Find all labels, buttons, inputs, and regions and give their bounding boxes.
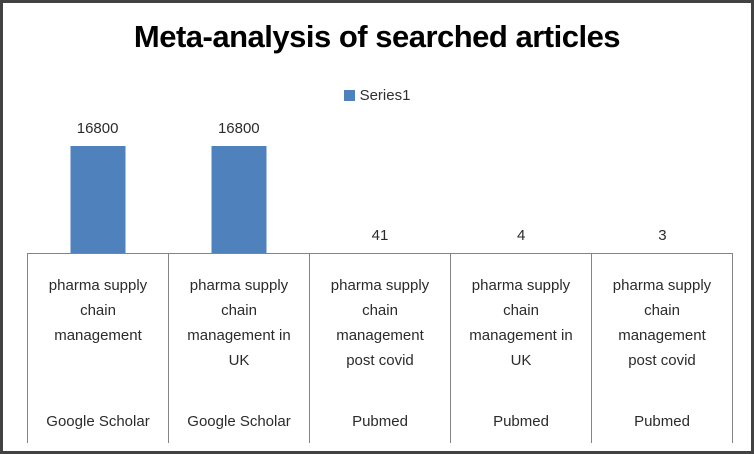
legend-label: Series1 — [359, 87, 411, 104]
legend: Series1 — [3, 87, 751, 104]
category-cell: pharma supply chain management Google Sch… — [27, 254, 168, 443]
category-axis-table: pharma supply chain management Google Sch… — [27, 253, 733, 443]
legend-marker-icon — [343, 90, 355, 101]
plot-column: 16800 — [27, 111, 168, 253]
bar-value-label: 16800 — [217, 120, 260, 137]
category-term: pharma supply chain management — [48, 277, 148, 344]
category-cell: pharma supply chain management in UK Goog… — [168, 254, 309, 443]
bar-value-label: 4 — [517, 227, 526, 244]
plot-column: 16800 — [168, 111, 309, 253]
category-cell: pharma supply chain management post covi… — [591, 254, 733, 443]
bar-value-label: 3 — [658, 227, 667, 244]
category-source: Pubmed — [493, 413, 549, 430]
category-term: pharma supply chain management in UK — [187, 277, 291, 369]
bar — [70, 146, 126, 253]
category-cell: pharma supply chain management post covi… — [309, 254, 450, 443]
bar — [211, 146, 267, 253]
category-source: Google Scholar — [46, 413, 150, 430]
chart-title: Meta-analysis of searched articles — [133, 19, 621, 54]
category-source: Pubmed — [634, 413, 690, 430]
plot-column: 41 — [309, 111, 450, 253]
category-source: Google Scholar — [187, 413, 291, 430]
bar-value-label: 41 — [371, 227, 389, 244]
category-term: pharma supply chain management post covi… — [330, 277, 430, 369]
plot-area: 16800 16800 41 4 3 — [27, 111, 733, 253]
category-cell: pharma supply chain management in UK Pubm… — [450, 254, 591, 443]
category-term: pharma supply chain management post covi… — [612, 277, 712, 369]
bar-value-label: 16800 — [76, 120, 119, 137]
category-source: Pubmed — [352, 413, 408, 430]
category-term: pharma supply chain management in UK — [469, 277, 573, 369]
plot-column: 4 — [451, 111, 592, 253]
plot-column: 3 — [592, 111, 733, 253]
